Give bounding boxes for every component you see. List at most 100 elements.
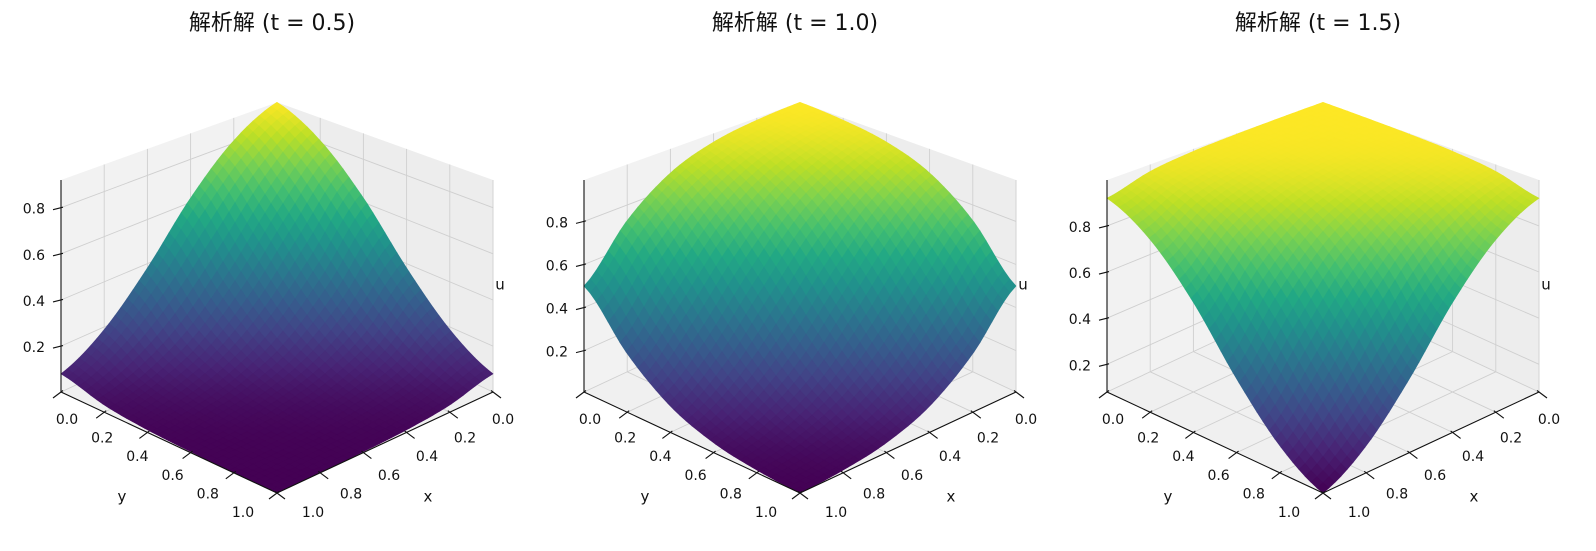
x-tick-label: 0.8: [1386, 486, 1408, 502]
z-tick: [52, 345, 64, 349]
x-tick-label: 0.4: [416, 449, 438, 465]
x-tick: [1013, 390, 1025, 399]
y-tick: [52, 390, 64, 399]
y-tick-label: 1.0: [755, 505, 777, 521]
y-tick-label: 0.2: [614, 431, 636, 447]
z-tick-label: 0.4: [1069, 312, 1091, 328]
x-tick: [361, 450, 372, 460]
x-tick: [1363, 470, 1375, 480]
y-tick: [748, 470, 760, 480]
y-tick: [1098, 390, 1110, 399]
y-tick-label: 0.6: [161, 468, 183, 484]
z-tick-label: 0.8: [23, 202, 45, 218]
y-tick: [225, 470, 237, 480]
x-tick-label: 0.2: [977, 431, 999, 447]
y-tick: [1141, 410, 1153, 419]
x-tick: [927, 430, 938, 439]
x-tick-label: 0.8: [863, 486, 885, 502]
y-tick-label: 0.8: [720, 486, 742, 502]
x-tick-label: 0.6: [378, 468, 400, 484]
x-tick: [1407, 450, 1418, 460]
x-tick-label: 0.4: [939, 449, 961, 465]
y-tick-label: 0.6: [1207, 468, 1229, 484]
x-tick-label: 1.0: [825, 505, 847, 521]
x-tick-label: 1.0: [302, 505, 324, 521]
y-tick: [1271, 470, 1283, 480]
x-tick-label: 0.6: [1424, 468, 1446, 484]
z-tick-label: 0.6: [23, 248, 45, 264]
z-tick-label: 0.4: [546, 302, 568, 318]
x-tick-label: 1.0: [1348, 505, 1370, 521]
x-tick: [840, 470, 852, 480]
plot-title: 解析解 (t = 1.5): [1235, 11, 1401, 36]
x-tick: [1320, 491, 1332, 500]
y-tick-label: 0.4: [649, 449, 671, 465]
x-tick: [884, 450, 895, 460]
y-tick-label: 0.0: [579, 412, 601, 428]
x-tick-label: 0.2: [454, 431, 476, 447]
y-tick-label: 0.2: [91, 431, 113, 447]
x-tick: [1536, 390, 1548, 399]
z-axis-label: u: [1018, 276, 1028, 294]
z-tick-label: 0.6: [1069, 266, 1091, 282]
z-tick-label: 0.4: [23, 294, 45, 310]
x-tick: [404, 430, 415, 439]
y-tick-label: 0.0: [1102, 412, 1124, 428]
y-tick: [182, 450, 193, 460]
x-tick: [1493, 410, 1505, 419]
x-axis-label: x: [1470, 488, 1479, 506]
plot-title: 解析解 (t = 1.0): [712, 11, 878, 36]
x-tick-label: 0.2: [1500, 431, 1522, 447]
y-tick: [791, 491, 803, 500]
y-axis-label: y: [641, 488, 650, 506]
y-tick: [662, 430, 673, 439]
x-tick: [317, 470, 329, 480]
y-axis-line: [60, 391, 278, 494]
z-axis-label: u: [495, 276, 505, 294]
x-tick: [970, 410, 982, 419]
y-tick: [575, 390, 587, 399]
y-axis-label: y: [1164, 488, 1173, 506]
x-tick-label: 0.0: [492, 412, 514, 428]
y-tick-label: 0.8: [197, 486, 219, 502]
x-tick-label: 0.4: [1462, 449, 1484, 465]
y-tick: [1314, 491, 1326, 500]
z-tick-label: 0.2: [546, 345, 568, 361]
x-tick-label: 0.6: [901, 468, 923, 484]
y-tick-label: 0.0: [56, 412, 78, 428]
x-tick: [447, 410, 459, 419]
y-tick-label: 1.0: [232, 505, 254, 521]
y-tick: [1228, 450, 1239, 460]
y-tick: [95, 410, 107, 419]
surface-plot-3: 解析解 (t = 1.5) 0.0 0.2 0.4 0.6 0.8 1.0 0.0 0.2 0.4…: [1069, 11, 1560, 521]
x-tick: [274, 491, 286, 500]
x-tick-label: 0.8: [340, 486, 362, 502]
y-axis-label: y: [118, 488, 127, 506]
y-tick-label: 0.4: [126, 449, 148, 465]
z-axis-label: u: [1541, 276, 1551, 294]
y-tick-label: 0.8: [1243, 486, 1265, 502]
z-tick: [52, 252, 64, 257]
y-tick-label: 1.0: [1278, 505, 1300, 521]
y-tick: [139, 430, 150, 439]
surface: [583, 101, 1017, 494]
plot-title: 解析解 (t = 0.5): [189, 11, 355, 36]
z-tick-label: 0.2: [1069, 358, 1091, 374]
z-tick: [52, 298, 64, 303]
surface-plot-2: 解析解 (t = 1.0) 0.0 0.2 0.4 0.6 0.8 1.0 0.0 0.2 0.4…: [546, 11, 1037, 521]
x-tick: [797, 491, 809, 500]
y-tick: [268, 491, 280, 500]
x-tick: [1450, 430, 1461, 439]
x-tick-label: 0.0: [1538, 412, 1560, 428]
x-axis-label: x: [424, 488, 433, 506]
y-tick: [705, 450, 716, 460]
z-tick-label: 0.2: [23, 340, 45, 356]
z-tick-label: 0.8: [1069, 220, 1091, 236]
surface-plot-1: 解析解 (t = 0.5) 0.0 0.2 0.4 0.6 0.8 1.0 0.0 0.2 0.4…: [23, 11, 514, 521]
y-tick: [618, 410, 630, 419]
x-tick-label: 0.0: [1015, 412, 1037, 428]
z-tick-label: 0.6: [546, 258, 568, 274]
y-tick: [1185, 430, 1196, 439]
x-axis-line: [276, 391, 494, 494]
